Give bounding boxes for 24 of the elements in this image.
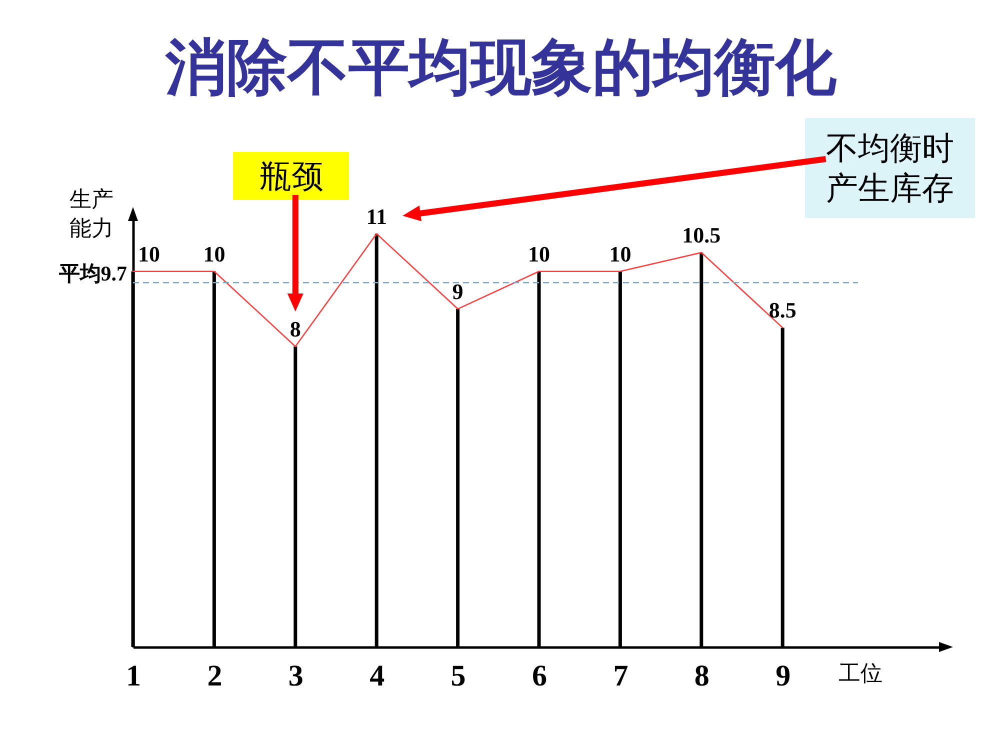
data-label: 8.5 (768, 298, 796, 323)
data-label: 10 (138, 241, 160, 266)
data-label: 10 (609, 241, 632, 266)
x-tick-label: 2 (207, 660, 222, 692)
x-tick-label: 8 (694, 660, 710, 692)
x-tick-label: 5 (450, 660, 466, 692)
x-axis-title: 工位 (838, 662, 882, 686)
data-label: 8 (290, 316, 301, 342)
data-label: 9 (452, 278, 464, 304)
data-label: 10 (203, 241, 226, 266)
data-label: 10.5 (682, 222, 721, 248)
chart-title: 消除不平均现象的均衡化 (164, 32, 838, 103)
data-label: 10 (528, 241, 550, 266)
data-label: 11 (366, 204, 387, 229)
x-tick-label: 4 (370, 660, 385, 692)
ref-line-label: 平均9.7 (58, 262, 127, 286)
x-tick-label: 7 (613, 660, 628, 692)
text: 不均衡时产生库存 (804, 118, 975, 218)
x-tick-label: 3 (288, 660, 304, 692)
x-tick-label: 1 (126, 660, 141, 692)
x-tick-label: 6 (532, 660, 547, 692)
y-axis-title: 生产能力 (70, 188, 114, 242)
text: 瓶颈 (233, 152, 350, 200)
x-tick-label: 9 (776, 660, 791, 692)
